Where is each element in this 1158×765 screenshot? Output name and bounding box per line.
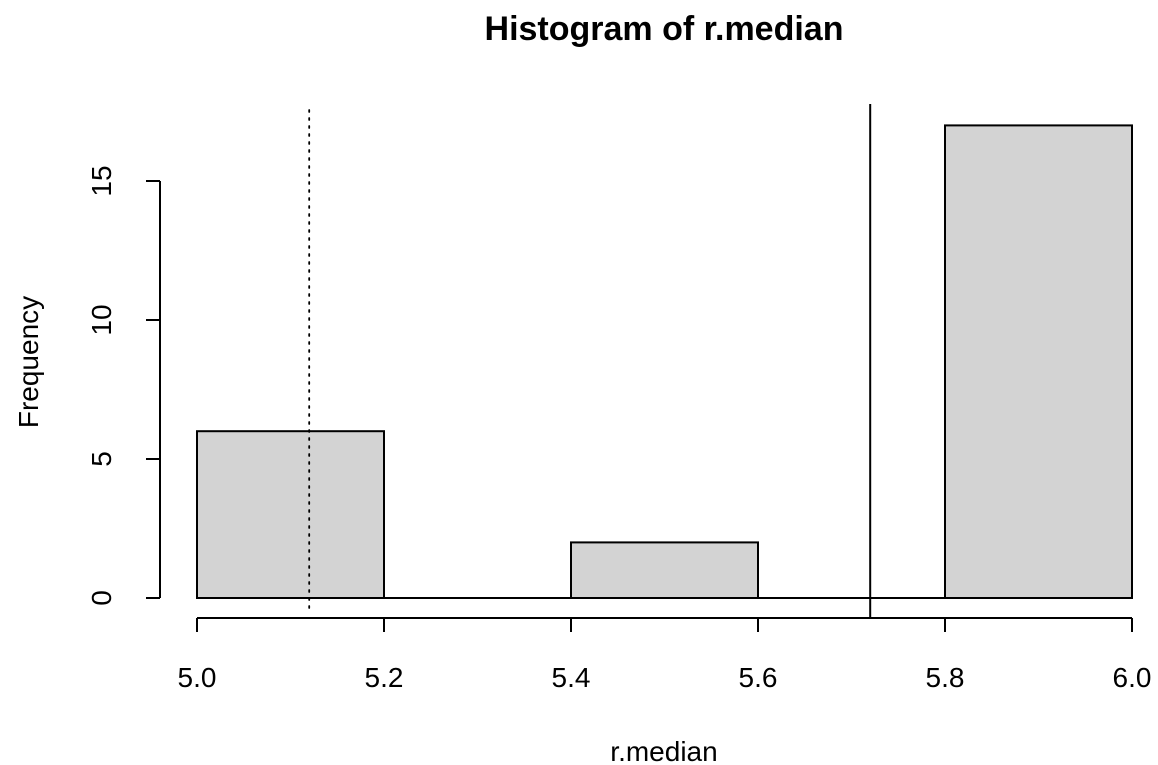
- x-tick-label: 5.8: [926, 662, 965, 693]
- y-tick-label: 15: [86, 165, 117, 196]
- x-tick-label: 5.2: [365, 662, 404, 693]
- chart-title: Histogram of r.median: [485, 10, 844, 48]
- x-tick-label: 6.0: [1113, 662, 1152, 693]
- histogram-bar: [196, 430, 385, 600]
- x-tick-label: 5.4: [552, 662, 591, 693]
- y-axis: 0 5 10 15: [86, 165, 161, 606]
- histogram-bar: [570, 541, 759, 600]
- x-tick-label: 5.6: [739, 662, 778, 693]
- histogram-bar: [944, 124, 1133, 600]
- x-axis-label: r.median: [610, 736, 717, 765]
- x-tick-label: 5.0: [178, 662, 217, 693]
- y-tick-label: 10: [86, 304, 117, 335]
- x-axis: 5.0 5.2 5.4 5.6 5.8 6.0: [178, 617, 1152, 693]
- y-tick-label: 5: [86, 451, 117, 467]
- y-tick-label: 0: [86, 590, 117, 606]
- reference-lines-group: [308, 104, 872, 618]
- y-axis-label: Frequency: [13, 296, 44, 428]
- bars-group: [196, 124, 1133, 600]
